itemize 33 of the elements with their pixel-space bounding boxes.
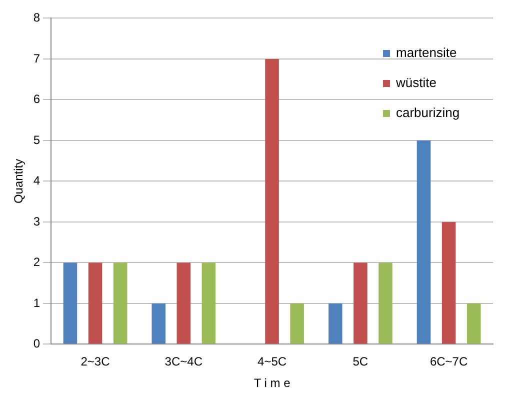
bar [88,262,102,344]
bar [354,262,368,344]
x-tick-label: 2~3C [80,354,110,369]
bar [63,262,78,344]
x-tick-label: 3C~4C [164,354,203,369]
legend-label: wüstite [396,74,436,92]
legend-label: martensite [396,44,457,62]
y-tick-label: 3 [33,214,40,228]
y-tick-label: 1 [33,296,40,310]
y-tick-label: 2 [33,255,40,270]
bar [265,58,279,344]
bar [328,303,342,344]
bar [290,303,304,344]
bar [442,222,456,344]
legend-label: carburizing [396,104,460,122]
bar [416,140,431,344]
bar [176,262,191,344]
bar [202,262,216,344]
y-tick-label: 6 [33,92,40,106]
x-tick-label: 6C~7C [430,354,468,369]
bar [152,303,166,344]
y-tick-label: 0 [33,336,40,351]
y-tick-label: 7 [33,51,40,66]
x-tick-label: 5C [352,354,368,369]
x-tick-label: 4~5C [258,354,287,369]
y-tick-label: 5 [33,132,40,147]
y-tick-label: 4 [33,174,40,188]
y-axis-title: Quantity [12,158,26,204]
x-axis-title: T i m e [254,376,291,390]
y-tick-label: 8 [33,10,40,25]
bar [466,303,481,344]
bar [113,262,128,344]
bar [378,262,392,344]
